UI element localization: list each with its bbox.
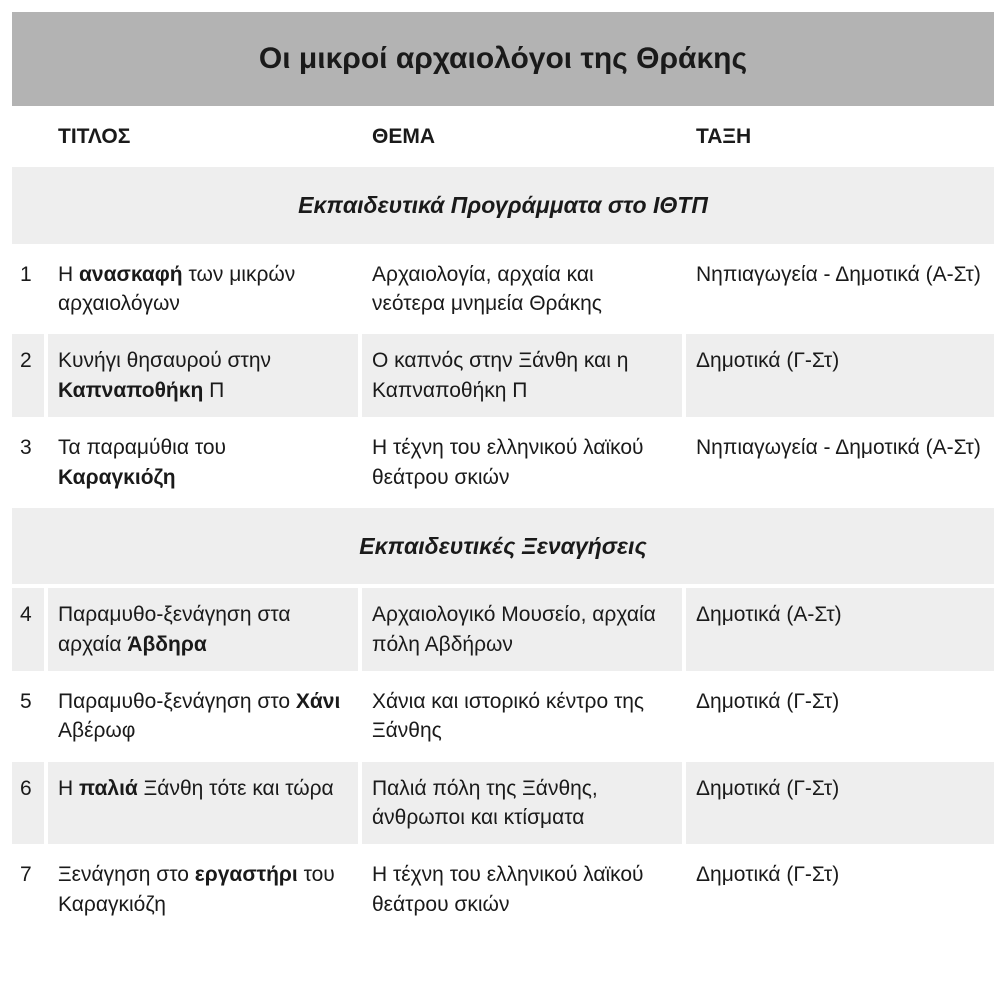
row-theme: Αρχαιολογικό Μουσείο, αρχαία πόλη Αβδήρω… [362, 588, 682, 671]
table-row: 5Παραμυθο-ξενάγηση στο Χάνι ΑβέρωφΧάνια … [12, 675, 994, 758]
row-title-pre: Παραμυθο-ξενάγηση στο [58, 690, 296, 713]
row-theme: Παλιά πόλη της Ξάνθης, άνθρωποι και κτίσ… [362, 762, 682, 845]
row-title-pre: Τα παραμύθια του [58, 436, 226, 459]
row-title-post: Ξάνθη τότε και τώρα [138, 777, 334, 800]
row-title-bold: Καραγκιόζη [58, 466, 176, 489]
row-class: Νηπιαγωγεία - Δημοτικά (Α-Στ) [686, 248, 994, 331]
row-number: 1 [12, 248, 44, 331]
row-title: Ξενάγηση στο εργαστήρι του Καραγκιόζη [48, 848, 358, 931]
row-number: 5 [12, 675, 44, 758]
col-header-theme: ΘΕΜΑ [362, 110, 682, 163]
row-title: Παραμυθο-ξενάγηση στο Χάνι Αβέρωφ [48, 675, 358, 758]
row-title-bold: ανασκαφή [79, 263, 183, 286]
col-header-class: ΤΑΞΗ [686, 110, 994, 163]
row-title: Παραμυθο-ξενάγηση στα αρχαία Άβδηρα [48, 588, 358, 671]
table-title: Οι μικροί αρχαιολόγοι της Θράκης [12, 12, 994, 106]
row-title-pre: Ξενάγηση στο [58, 863, 195, 886]
section-heading: Εκπαιδευτικές Ξεναγήσεις [12, 508, 994, 584]
row-class: Νηπιαγωγεία - Δημοτικά (Α-Στ) [686, 421, 994, 504]
table-row: 1Η ανασκαφή των μικρών αρχαιολόγωνΑρχαιο… [12, 248, 994, 331]
row-title: Η παλιά Ξάνθη τότε και τώρα [48, 762, 358, 845]
table-row: 3Τα παραμύθια του ΚαραγκιόζηΗ τέχνη του … [12, 421, 994, 504]
row-title-bold: παλιά [79, 777, 138, 800]
row-title-pre: Η [58, 777, 79, 800]
row-theme: Η τέχνη του ελληνικού λαϊκού θεάτρου σκι… [362, 421, 682, 504]
row-theme: Αρχαιολογία, αρχαία και νεότερα μνημεία … [362, 248, 682, 331]
row-title-bold: Καπναποθήκη [58, 379, 203, 402]
table-row: 7Ξενάγηση στο εργαστήρι του ΚαραγκιόζηΗ … [12, 848, 994, 931]
row-title-post: Π [203, 379, 224, 402]
row-title-bold: Χάνι [296, 690, 340, 713]
col-header-num [12, 110, 44, 163]
row-number: 2 [12, 334, 44, 417]
table-row: 6Η παλιά Ξάνθη τότε και τώραΠαλιά πόλη τ… [12, 762, 994, 845]
row-theme: Ο καπνός στην Ξάνθη και η Καπναποθήκη Π [362, 334, 682, 417]
row-number: 4 [12, 588, 44, 671]
row-number: 6 [12, 762, 44, 845]
row-title-bold: εργαστήρι [195, 863, 298, 886]
section-heading-row: Εκπαιδευτικά Προγράμματα στο ΙΘΤΠ [12, 167, 994, 243]
row-class: Δημοτικά (Α-Στ) [686, 588, 994, 671]
row-class: Δημοτικά (Γ-Στ) [686, 334, 994, 417]
table-header-row: ΤΙΤΛΟΣ ΘΕΜΑ ΤΑΞΗ [12, 110, 994, 163]
row-title: Κυνήγι θησαυρού στην Καπναποθήκη Π [48, 334, 358, 417]
row-title-pre: Κυνήγι θησαυρού στην [58, 349, 271, 372]
table-row: 2Κυνήγι θησαυρού στην Καπναποθήκη ΠΟ καπ… [12, 334, 994, 417]
col-header-title: ΤΙΤΛΟΣ [48, 110, 358, 163]
row-title-post: Αβέρωφ [58, 719, 135, 742]
programs-table: Οι μικροί αρχαιολόγοι της Θράκης ΤΙΤΛΟΣ … [8, 8, 998, 935]
row-class: Δημοτικά (Γ-Στ) [686, 762, 994, 845]
row-class: Δημοτικά (Γ-Στ) [686, 848, 994, 931]
row-title: Τα παραμύθια του Καραγκιόζη [48, 421, 358, 504]
section-heading-row: Εκπαιδευτικές Ξεναγήσεις [12, 508, 994, 584]
row-number: 3 [12, 421, 44, 504]
row-title-pre: Η [58, 263, 79, 286]
section-heading: Εκπαιδευτικά Προγράμματα στο ΙΘΤΠ [12, 167, 994, 243]
row-number: 7 [12, 848, 44, 931]
row-title: Η ανασκαφή των μικρών αρχαιολόγων [48, 248, 358, 331]
table-title-row: Οι μικροί αρχαιολόγοι της Θράκης [12, 12, 994, 106]
table-row: 4Παραμυθο-ξενάγηση στα αρχαία ΆβδηραΑρχα… [12, 588, 994, 671]
row-theme: Η τέχνη του ελληνικού λαϊκού θεάτρου σκι… [362, 848, 682, 931]
row-title-bold: Άβδηρα [127, 633, 206, 656]
row-class: Δημοτικά (Γ-Στ) [686, 675, 994, 758]
row-theme: Χάνια και ιστορικό κέντρο της Ξάνθης [362, 675, 682, 758]
